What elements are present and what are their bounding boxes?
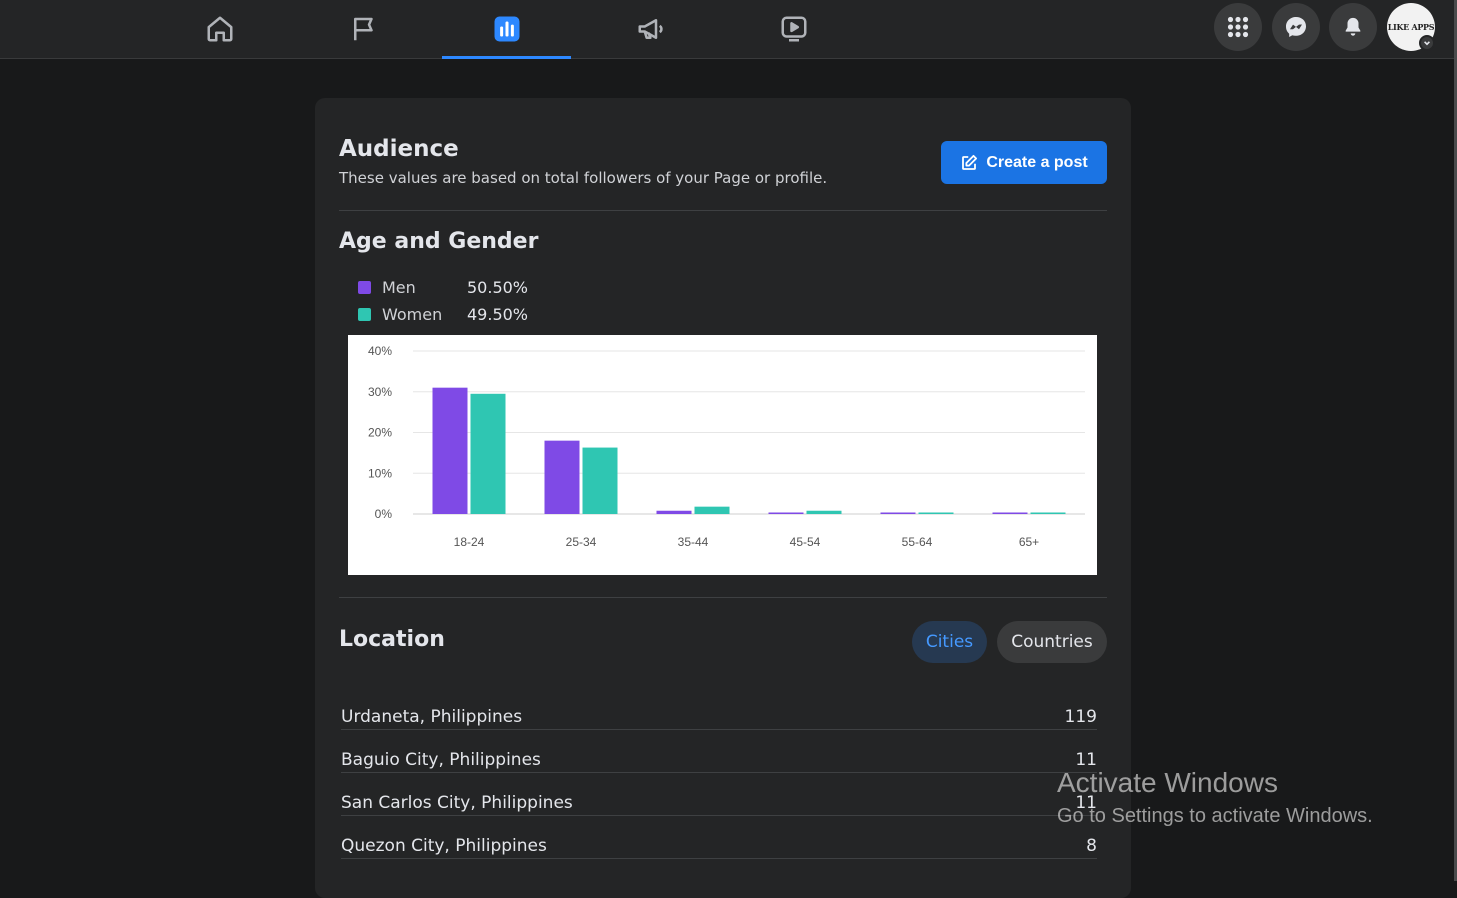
account-menu-chevron[interactable] xyxy=(1419,35,1435,51)
page-subtitle: These values are based on total follower… xyxy=(339,169,828,187)
bar-men-25-34[interactable] xyxy=(544,440,580,514)
avatar-text: LIKE APPS xyxy=(1387,22,1435,32)
location-title: Location xyxy=(339,627,445,652)
location-name: Quezon City, Philippines xyxy=(341,836,547,856)
location-row: Quezon City, Philippines 8 xyxy=(341,817,1097,859)
bar-men-18-24[interactable] xyxy=(432,387,468,514)
menu-button[interactable] xyxy=(1214,3,1262,51)
video-icon xyxy=(781,16,806,42)
bar-men-65+[interactable] xyxy=(992,512,1028,515)
chevron-down-icon xyxy=(1424,41,1430,46)
location-name: Urdaneta, Philippines xyxy=(341,707,523,727)
divider xyxy=(339,597,1107,598)
top-navigation-bar: LIKE APPS xyxy=(0,0,1457,59)
flag-icon xyxy=(353,17,373,41)
nav-tab-pages[interactable] xyxy=(299,0,428,58)
x-tick-label: 35-44 xyxy=(678,535,709,549)
bar-women-55-64[interactable] xyxy=(918,512,954,515)
windows-activation-watermark: Activate Windows Go to Settings to activ… xyxy=(1057,767,1373,828)
y-tick-label: 10% xyxy=(368,466,392,480)
y-tick-label: 20% xyxy=(368,426,392,440)
location-count: 8 xyxy=(1086,836,1097,856)
insights-icon xyxy=(494,16,519,42)
legend-swatch-men xyxy=(358,280,371,294)
location-name: Baguio City, Philippines xyxy=(341,750,541,770)
location-count: 119 xyxy=(1064,707,1097,727)
grid-menu-icon xyxy=(1227,16,1249,38)
create-post-label: Create a post xyxy=(986,153,1088,171)
tab-countries[interactable]: Countries xyxy=(997,621,1107,663)
legend-label: Women xyxy=(382,304,443,324)
messenger-button[interactable] xyxy=(1272,3,1320,51)
nav-tab-ads[interactable] xyxy=(586,0,715,58)
nav-tab-home[interactable] xyxy=(155,0,284,58)
x-tick-label: 45-54 xyxy=(790,535,821,549)
nav-tab-video[interactable] xyxy=(729,0,858,58)
edit-icon xyxy=(962,154,978,170)
location-count: 11 xyxy=(1075,793,1097,813)
y-tick-label: 40% xyxy=(368,344,392,358)
age-gender-chart: 40% 30% 20% 10% 0% 18-24 25-34 35-44 45-54 55-64 6… xyxy=(348,335,1097,575)
page-title: Audience xyxy=(339,136,459,162)
location-row: San Carlos City, Philippines 11 xyxy=(341,774,1097,816)
bar-women-25-34[interactable] xyxy=(582,447,618,514)
legend-swatch-women xyxy=(358,307,371,321)
y-tick-label: 30% xyxy=(368,385,392,399)
x-tick-label: 25-34 xyxy=(566,535,597,549)
divider xyxy=(339,210,1107,211)
bar-women-45-54[interactable] xyxy=(806,510,842,514)
audience-card: Audience These values are based on total… xyxy=(315,98,1131,898)
megaphone-icon xyxy=(638,19,663,39)
notifications-button[interactable] xyxy=(1329,3,1377,51)
bar-women-35-44[interactable] xyxy=(694,506,730,514)
location-row: Urdaneta, Philippines 119 xyxy=(341,688,1097,730)
location-row: Baguio City, Philippines 11 xyxy=(341,731,1097,773)
x-tick-label: 18-24 xyxy=(454,535,485,549)
location-name: San Carlos City, Philippines xyxy=(341,793,573,813)
bar-women-18-24[interactable] xyxy=(470,393,506,514)
y-tick-label: 0% xyxy=(375,507,393,521)
location-count: 11 xyxy=(1075,750,1097,770)
create-post-button[interactable]: Create a post xyxy=(941,141,1107,184)
bar-women-65+[interactable] xyxy=(1030,512,1066,515)
age-gender-chart-svg: 40% 30% 20% 10% 0% 18-24 25-34 35-44 45-54 55-64 6… xyxy=(368,344,1085,549)
tab-cities[interactable]: Cities xyxy=(912,621,987,663)
page-scrollbar[interactable] xyxy=(1454,0,1457,881)
watermark-title: Activate Windows xyxy=(1057,767,1278,798)
bar-men-35-44[interactable] xyxy=(656,510,692,514)
bell-icon xyxy=(1345,17,1361,36)
watermark-subtitle: Go to Settings to activate Windows. xyxy=(1057,805,1373,827)
legend-value: 49.50% xyxy=(467,304,529,324)
x-tick-label: 65+ xyxy=(1019,535,1039,549)
legend-item-men: Men 50.50% xyxy=(358,275,528,299)
bar-men-45-54[interactable] xyxy=(768,512,804,515)
age-gender-title: Age and Gender xyxy=(339,229,539,254)
nav-tab-insights[interactable] xyxy=(442,0,571,59)
home-icon xyxy=(207,16,232,42)
messenger-icon xyxy=(1286,17,1306,37)
legend-label: Men xyxy=(382,277,416,297)
bar-men-55-64[interactable] xyxy=(880,512,916,515)
legend-item-women: Women 49.50% xyxy=(358,302,528,326)
legend-value: 50.50% xyxy=(467,277,529,297)
x-tick-label: 55-64 xyxy=(902,535,933,549)
